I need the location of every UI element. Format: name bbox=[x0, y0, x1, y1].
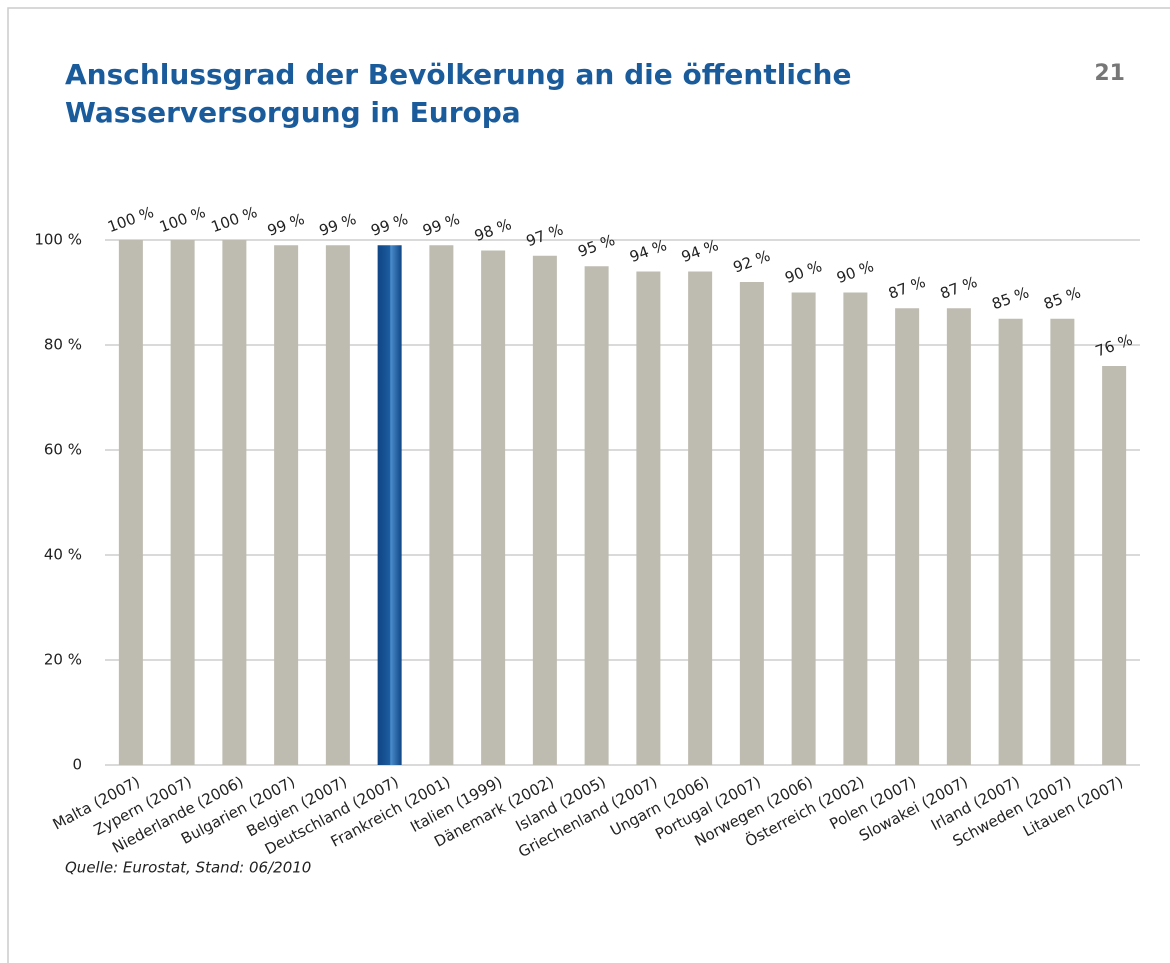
bar bbox=[791, 292, 816, 765]
chart-title: Anschlussgrad der Bevölkerung an die öff… bbox=[65, 58, 851, 91]
bar bbox=[429, 245, 454, 765]
value-label: 76 % bbox=[1093, 331, 1135, 361]
value-label: 94 % bbox=[627, 236, 669, 266]
bar bbox=[895, 308, 920, 765]
bar bbox=[998, 318, 1023, 765]
bar bbox=[481, 250, 506, 765]
value-label: 87 % bbox=[886, 273, 928, 303]
bar bbox=[1102, 366, 1127, 765]
bar bbox=[636, 271, 661, 765]
bar bbox=[584, 266, 609, 765]
bar bbox=[222, 240, 247, 765]
value-label: 90 % bbox=[834, 257, 876, 287]
value-label: 99 % bbox=[317, 210, 359, 240]
source: Quelle: Eurostat, Stand: 06/2010 bbox=[65, 859, 311, 877]
value-label: 100 % bbox=[105, 203, 156, 236]
value-label: 90 % bbox=[782, 257, 824, 287]
y-tick-label: 80 % bbox=[44, 336, 82, 354]
page-frame bbox=[7, 7, 1170, 963]
value-label: 99 % bbox=[368, 210, 410, 240]
bar bbox=[325, 245, 350, 765]
bar bbox=[170, 240, 195, 765]
chart-title: Wasserversorgung in Europa bbox=[65, 96, 521, 129]
value-label: 99 % bbox=[265, 210, 307, 240]
bar bbox=[274, 245, 299, 765]
bar bbox=[1050, 318, 1075, 765]
y-tick-label: 100 % bbox=[34, 231, 82, 249]
value-label: 85 % bbox=[989, 283, 1031, 313]
bar bbox=[118, 240, 143, 765]
page-number: 21 bbox=[1094, 61, 1125, 86]
value-label: 85 % bbox=[1041, 283, 1083, 313]
value-label: 100 % bbox=[209, 203, 260, 236]
bar bbox=[739, 282, 764, 765]
bar bbox=[946, 308, 971, 765]
bar bbox=[688, 271, 713, 765]
value-label: 94 % bbox=[679, 236, 721, 266]
value-label: 99 % bbox=[420, 210, 462, 240]
value-label: 87 % bbox=[938, 273, 980, 303]
y-tick-label: 40 % bbox=[44, 546, 82, 564]
bar bbox=[377, 245, 402, 765]
value-label: 92 % bbox=[731, 247, 773, 277]
value-label: 97 % bbox=[524, 220, 566, 250]
y-tick-label: 20 % bbox=[44, 651, 82, 669]
value-label: 100 % bbox=[157, 203, 208, 236]
bar bbox=[843, 292, 868, 765]
bar bbox=[532, 255, 557, 765]
value-label: 98 % bbox=[472, 215, 514, 245]
value-label: 95 % bbox=[575, 231, 617, 261]
y-tick-label: 0 bbox=[72, 756, 82, 774]
y-tick-label: 60 % bbox=[44, 441, 82, 459]
